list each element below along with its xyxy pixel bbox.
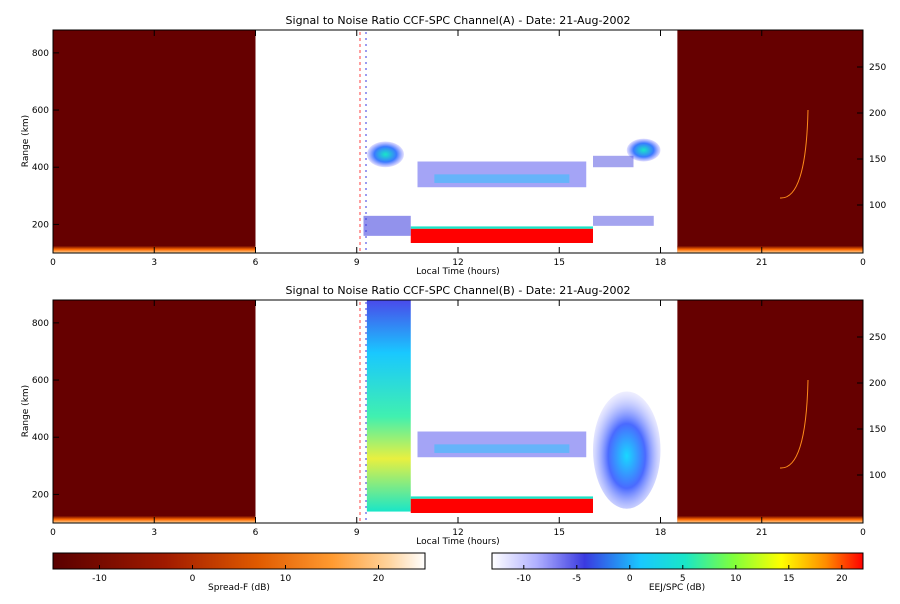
y-right-tick-label: 250 <box>869 63 886 73</box>
colorbar-tick-label: 0 <box>627 574 633 584</box>
x-tick-label: 6 <box>253 258 259 268</box>
colorbar-eej-spc: -10 -5 0 5 10 15 20 EEJ/SPC (dB) <box>491 552 864 593</box>
colorbar-eej-spc-bar <box>491 552 864 570</box>
night-base-band-right <box>677 245 863 253</box>
colorbar-tick-label: 10 <box>730 574 742 584</box>
upper-echo-band <box>417 161 587 188</box>
afternoon-echo-blob <box>626 138 661 162</box>
y-right-tick-label: 200 <box>869 379 886 389</box>
upper-echo-band-core <box>434 174 570 183</box>
y-tick-label: 200 <box>32 490 49 500</box>
night-trace <box>779 379 809 469</box>
colorbar-tick-label: -10 <box>92 574 107 584</box>
panel-b-ylabel: Range (km) <box>21 385 31 437</box>
x-tick-label: 18 <box>655 258 667 268</box>
spc-strong-echo <box>410 498 593 513</box>
colorbar-tick-label: 20 <box>373 574 385 584</box>
x-tick-label: 21 <box>756 258 767 268</box>
colorbar-tick-label: 15 <box>783 574 794 584</box>
night-region-left <box>53 30 256 253</box>
y-tick-label: 400 <box>32 163 49 173</box>
afternoon-plume <box>593 391 661 509</box>
x-tick-label: 18 <box>655 528 667 538</box>
colorbar-spread-f-ticks: -10 0 10 20 <box>92 565 384 584</box>
y-right-tick-label: 100 <box>869 471 886 481</box>
x-tick-label: 3 <box>151 528 157 538</box>
x-tick-label: 15 <box>554 528 565 538</box>
y-tick-label: 200 <box>32 220 49 230</box>
panel-a-axes: 0 3 6 9 12 15 18 21 0 200 400 600 800 250 200 150 100 <box>32 30 886 268</box>
colorbar-tick-label: 0 <box>190 574 196 584</box>
y-tick-label: 800 <box>32 319 49 329</box>
panel-a-title: Signal to Noise Ratio CCF-SPC Channel(A)… <box>286 14 631 27</box>
spc-echo-upper-edge <box>410 226 593 229</box>
x-tick-label: 15 <box>554 258 565 268</box>
spc-strong-echo <box>410 228 593 243</box>
y-right-tick-label: 150 <box>869 425 886 435</box>
panel-b-heatmap <box>53 300 863 523</box>
x-tick-label: 9 <box>354 528 360 538</box>
afternoon-mid-echo <box>593 155 634 168</box>
colorbar-tick-label: 10 <box>280 574 292 584</box>
colorbar-tick-label: -5 <box>572 574 581 584</box>
y-right-tick-label: 100 <box>869 201 886 211</box>
x-tick-label: 3 <box>151 258 157 268</box>
y-right-tick-label: 200 <box>869 109 886 119</box>
panel-a-heatmap <box>53 30 863 253</box>
colorbar-tick-label: -10 <box>516 574 531 584</box>
panel-b-axes: 0 3 6 9 12 15 18 21 0 200 400 600 800 250 200 150 100 <box>32 300 886 538</box>
panel-b: Signal to Noise Ratio CCF-SPC Channel(B)… <box>21 284 886 547</box>
x-tick-label: 6 <box>253 528 259 538</box>
y-tick-label: 800 <box>32 49 49 59</box>
night-region-left <box>53 300 256 523</box>
y-tick-label: 600 <box>32 106 49 116</box>
night-region-right <box>677 30 863 253</box>
x-tick-label: 9 <box>354 258 360 268</box>
x-tick-label: 0 <box>860 258 866 268</box>
x-tick-label: 0 <box>860 528 866 538</box>
x-tick-label: 0 <box>50 258 56 268</box>
y-right-tick-label: 250 <box>869 333 886 343</box>
upper-echo-band-core <box>434 444 570 453</box>
night-region-right <box>677 300 863 523</box>
colorbar-spread-f-label: Spread-F (dB) <box>208 583 270 593</box>
y-right-tick-label: 150 <box>869 155 886 165</box>
panel-b-title: Signal to Noise Ratio CCF-SPC Channel(B)… <box>286 284 631 297</box>
x-tick-label: 12 <box>452 528 463 538</box>
morning-plume <box>366 300 411 512</box>
morning-echo-blob <box>366 141 404 168</box>
y-tick-label: 600 <box>32 376 49 386</box>
night-trace <box>779 109 809 199</box>
colorbar-tick-label: 5 <box>680 574 686 584</box>
panel-b-xlabel: Local Time (hours) <box>416 537 499 547</box>
panel-a-ylabel: Range (km) <box>21 115 31 167</box>
x-tick-label: 12 <box>452 258 463 268</box>
afternoon-low-echo <box>593 215 654 226</box>
spc-echo-upper-edge <box>410 496 593 499</box>
x-tick-label: 21 <box>756 528 767 538</box>
night-base-band-right <box>677 515 863 523</box>
colorbar-spread-f-bar <box>52 552 426 570</box>
morning-low-echo <box>363 215 411 236</box>
panel-a: Signal to Noise Ratio CCF-SPC Channel(A)… <box>21 14 886 277</box>
upper-echo-band <box>417 431 587 458</box>
y-tick-label: 400 <box>32 433 49 443</box>
colorbar-spread-f: -10 0 10 20 Spread-F (dB) <box>52 552 426 593</box>
panel-a-xlabel: Local Time (hours) <box>416 267 499 277</box>
colorbar-tick-label: 20 <box>836 574 848 584</box>
colorbar-eej-spc-ticks: -10 -5 0 5 10 15 20 <box>516 565 848 584</box>
x-tick-label: 0 <box>50 528 56 538</box>
colorbar-eej-spc-label: EEJ/SPC (dB) <box>649 583 705 593</box>
